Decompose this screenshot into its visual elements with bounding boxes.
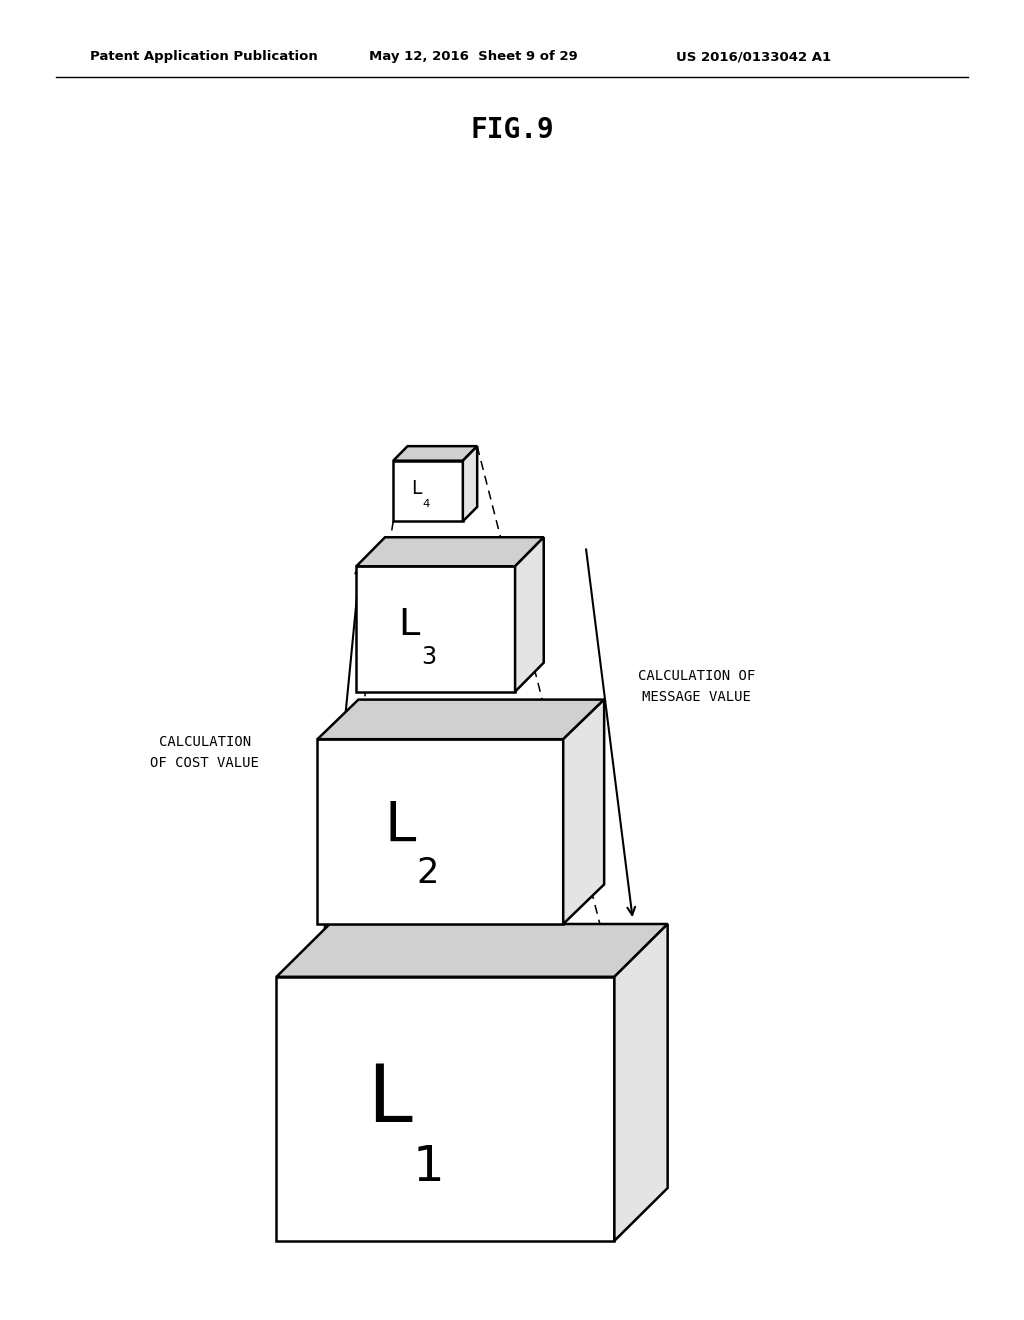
- Polygon shape: [317, 700, 604, 739]
- Text: L: L: [367, 1061, 412, 1139]
- Text: 1: 1: [413, 1143, 444, 1191]
- Polygon shape: [317, 739, 563, 924]
- Text: FIG.9: FIG.9: [470, 116, 554, 144]
- Polygon shape: [463, 446, 477, 521]
- Text: US 2016/0133042 A1: US 2016/0133042 A1: [676, 50, 830, 63]
- Polygon shape: [356, 566, 515, 692]
- Text: Patent Application Publication: Patent Application Publication: [90, 50, 317, 63]
- Polygon shape: [614, 924, 668, 1241]
- Text: L: L: [411, 479, 421, 498]
- Text: L: L: [398, 607, 420, 643]
- Polygon shape: [393, 461, 463, 521]
- Polygon shape: [515, 537, 544, 692]
- Polygon shape: [563, 700, 604, 924]
- Text: CALCULATION
OF COST VALUE: CALCULATION OF COST VALUE: [151, 735, 259, 770]
- Text: May 12, 2016  Sheet 9 of 29: May 12, 2016 Sheet 9 of 29: [369, 50, 578, 63]
- Polygon shape: [276, 977, 614, 1241]
- Text: 2: 2: [417, 855, 439, 890]
- Text: 3: 3: [421, 645, 436, 669]
- Polygon shape: [276, 924, 668, 977]
- Text: L: L: [384, 799, 416, 853]
- Polygon shape: [393, 446, 477, 461]
- Text: 4: 4: [422, 499, 429, 510]
- Polygon shape: [356, 537, 544, 566]
- Text: CALCULATION OF
MESSAGE VALUE: CALCULATION OF MESSAGE VALUE: [638, 669, 755, 704]
